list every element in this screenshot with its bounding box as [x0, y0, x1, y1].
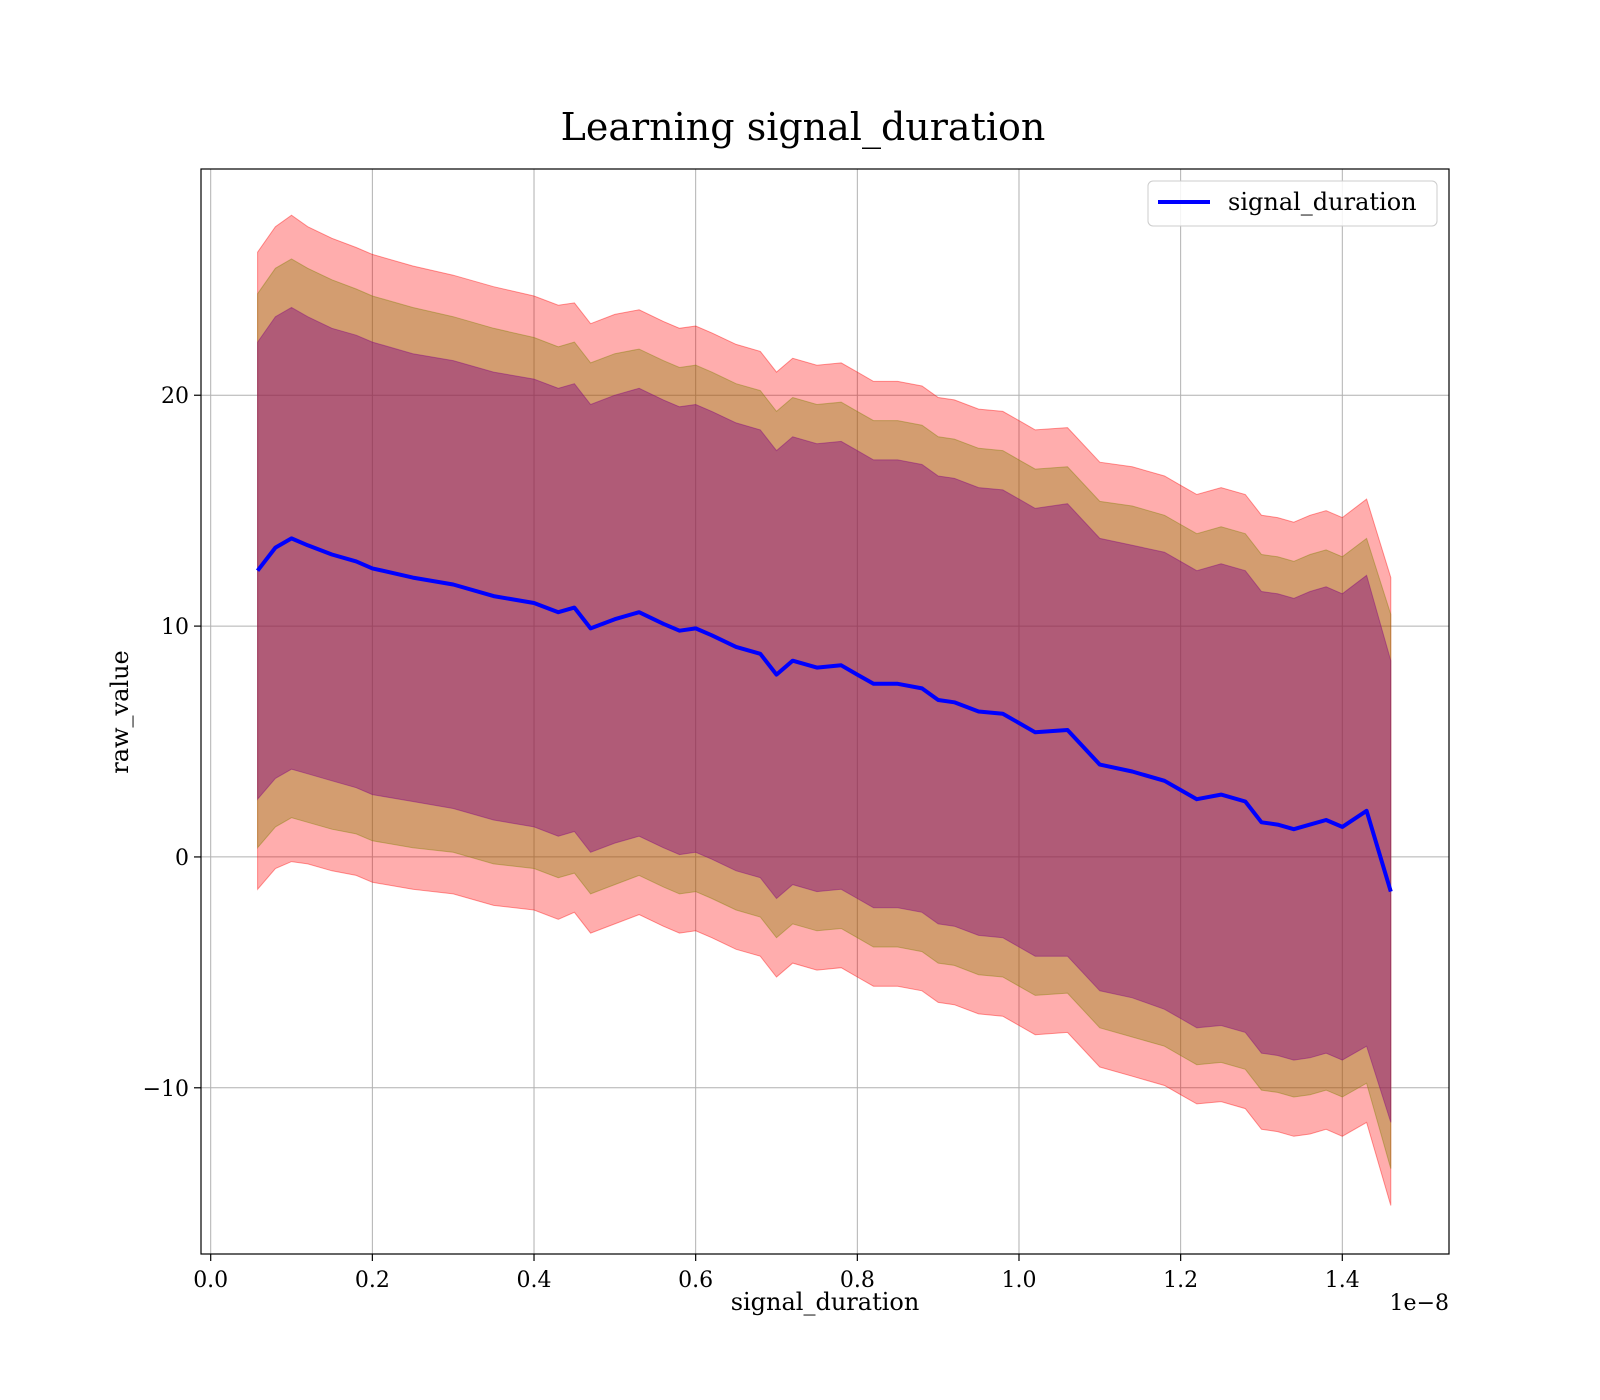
plot-area [200, 168, 1450, 1255]
x-tick-label: 1.0 [1001, 1268, 1036, 1293]
x-tick-label: 1.4 [1325, 1268, 1360, 1293]
x-tick-label: 0.6 [678, 1268, 713, 1293]
legend-label: signal_duration [1228, 188, 1417, 216]
x-tick-label: 0.0 [193, 1268, 228, 1293]
plot-background [201, 169, 1449, 1254]
x-axis-offset-label: 1e−8 [1390, 1291, 1449, 1316]
grid-layer [201, 169, 1449, 1254]
band-middle [257, 258, 1392, 1169]
x-tick-label: 0.4 [517, 1268, 552, 1293]
x-tick-label: 0.2 [355, 1268, 390, 1293]
y-tick-label: −10 [143, 1077, 189, 1102]
y-tick-label: 20 [161, 384, 189, 409]
y-axis-ticks: −10 0 10 20 [143, 384, 201, 1102]
x-axis-ticks: 0.0 0.2 0.4 0.6 0.8 1.0 1.2 1.4 [193, 1254, 1360, 1293]
x-tick-label: 1.2 [1163, 1268, 1198, 1293]
series-line-signal-duration [256, 536, 1393, 893]
plot-frame [200, 168, 1450, 1255]
bands-layer [257, 214, 1392, 1206]
chart-title: Learning signal_duration [561, 105, 1046, 150]
band-inner [257, 306, 1392, 1123]
line-layer [256, 536, 1393, 893]
y-axis-label: raw_value [106, 650, 134, 774]
y-tick-label: 10 [161, 615, 189, 640]
x-tick-label: 0.8 [840, 1268, 875, 1293]
legend-box [1147, 180, 1438, 227]
y-tick-label: 0 [175, 846, 189, 871]
x-axis-label: signal_duration [731, 1288, 920, 1316]
band-outer [257, 214, 1392, 1206]
legend: signal_duration [1147, 180, 1438, 227]
